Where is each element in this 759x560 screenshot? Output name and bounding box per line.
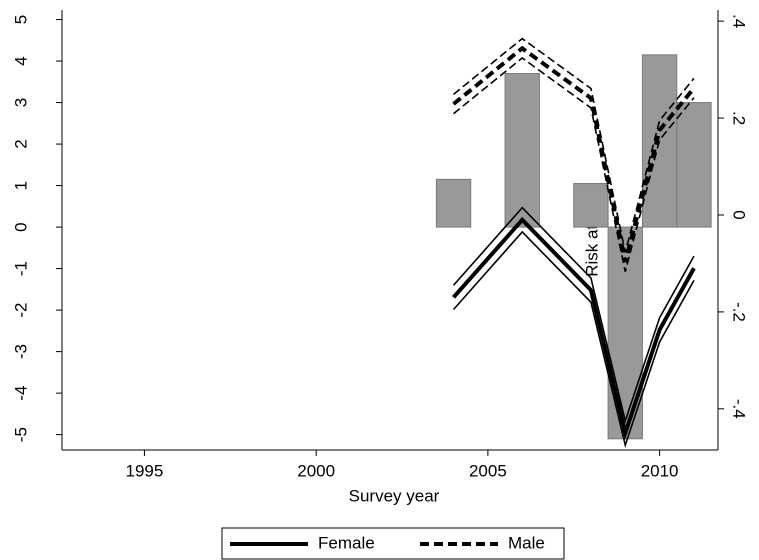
y-tick-label: -2 xyxy=(11,303,30,318)
ci-line xyxy=(452,230,695,449)
y-tick-label: -4 xyxy=(11,386,30,401)
y2-tick-label: 0 xyxy=(730,210,749,219)
y-tick-label: 4 xyxy=(11,56,30,65)
line xyxy=(452,45,696,263)
line xyxy=(452,216,696,441)
legend-label: Female xyxy=(318,533,375,552)
x-tick-label: 2010 xyxy=(641,461,679,480)
y-tick-label: 0 xyxy=(11,222,30,231)
y2-tick-label: .4 xyxy=(730,14,749,28)
y-tick-label: 3 xyxy=(11,98,30,107)
bar xyxy=(676,102,712,228)
legend-label: Male xyxy=(508,533,545,552)
bar xyxy=(435,178,472,228)
y-tick-label: 1 xyxy=(11,181,30,190)
ci-line xyxy=(453,37,695,253)
bar xyxy=(504,73,540,228)
y-tick-label: -3 xyxy=(11,344,30,359)
x-axis-title: Survey year xyxy=(349,486,440,505)
y-tick-label: -1 xyxy=(11,261,30,276)
y-tick-label: -5 xyxy=(11,427,30,442)
x-tick-label: 2000 xyxy=(297,461,335,480)
x-tick-label: 1995 xyxy=(126,461,164,480)
ci-line xyxy=(452,206,695,424)
x-tick-label: 2005 xyxy=(469,461,507,480)
y2-tick-label: -.2 xyxy=(730,302,749,322)
y-tick-label: 2 xyxy=(11,139,30,148)
y2-tick-label: -.4 xyxy=(730,399,749,419)
y2-tick-label: .2 xyxy=(730,111,749,125)
y-tick-label: 5 xyxy=(11,15,30,24)
bar xyxy=(573,183,609,228)
